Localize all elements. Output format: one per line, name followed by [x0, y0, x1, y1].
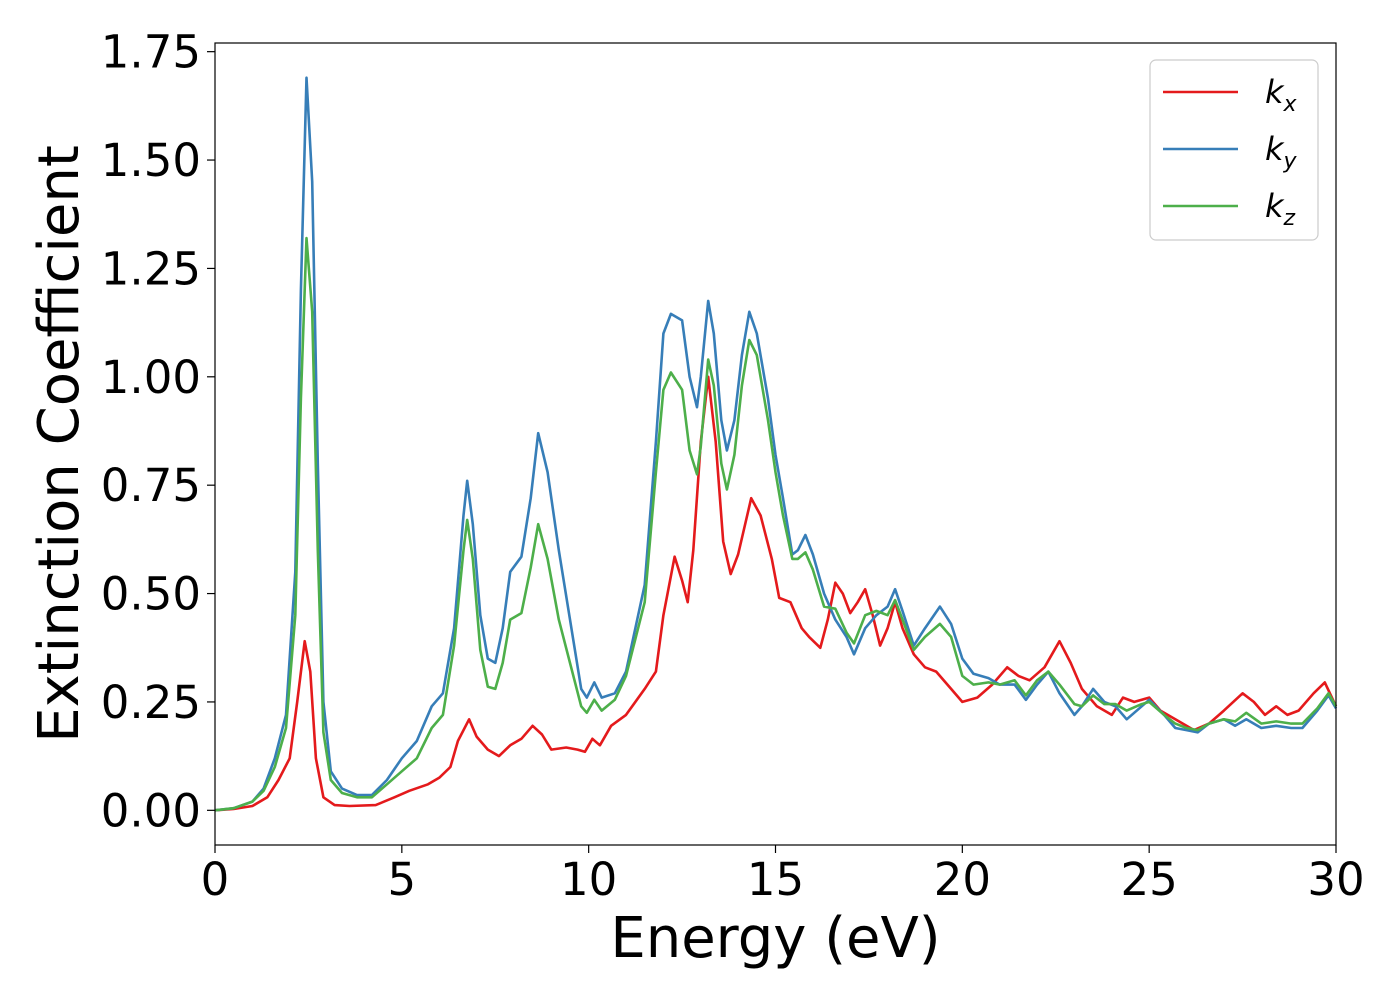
x-tick-label: 5: [388, 853, 417, 906]
series-line-kx: [214, 375, 1338, 812]
y-tick-label: 1.50: [101, 134, 201, 187]
series-layer: [214, 76, 1338, 812]
y-tick-label: 1.00: [101, 351, 201, 404]
y-tick-label: 0.00: [101, 784, 201, 837]
legend-label-base: k: [1265, 73, 1285, 111]
x-tick-label: 15: [747, 853, 804, 906]
y-tick-label: 1.25: [101, 242, 201, 295]
series-line-ky: [214, 76, 1338, 812]
legend-label-base: k: [1265, 130, 1285, 168]
x-axis: 0 5 10 15 20 25 30: [201, 845, 1365, 906]
x-axis-title: Energy (eV): [610, 906, 940, 971]
y-axis-title: Extinction Coefficient: [27, 145, 92, 743]
y-tick-label: 1.75: [101, 26, 201, 79]
y-tick-label: 0.50: [101, 568, 201, 621]
legend-label-ky: ky: [1265, 130, 1298, 174]
legend-label-kz: kz: [1265, 187, 1296, 231]
y-tick-label: 0.75: [101, 459, 201, 512]
series-line-kz: [214, 236, 1338, 812]
x-tick-label: 0: [201, 853, 230, 906]
y-axis: 0.00 0.25 0.50 0.75 1.00 1.25 1.50 1.75: [101, 26, 215, 837]
x-tick-label: 20: [934, 853, 991, 906]
y-tick-label: 0.25: [101, 676, 201, 729]
legend-label-base: k: [1265, 187, 1285, 225]
legend-label-subscript: y: [1283, 149, 1298, 174]
x-tick-label: 10: [560, 853, 617, 906]
legend-label-kx: kx: [1265, 73, 1298, 117]
legend-label-subscript: x: [1283, 92, 1298, 117]
legend-label-subscript: z: [1283, 206, 1296, 231]
x-tick-label: 25: [1121, 853, 1178, 906]
x-tick-label: 30: [1307, 853, 1364, 906]
